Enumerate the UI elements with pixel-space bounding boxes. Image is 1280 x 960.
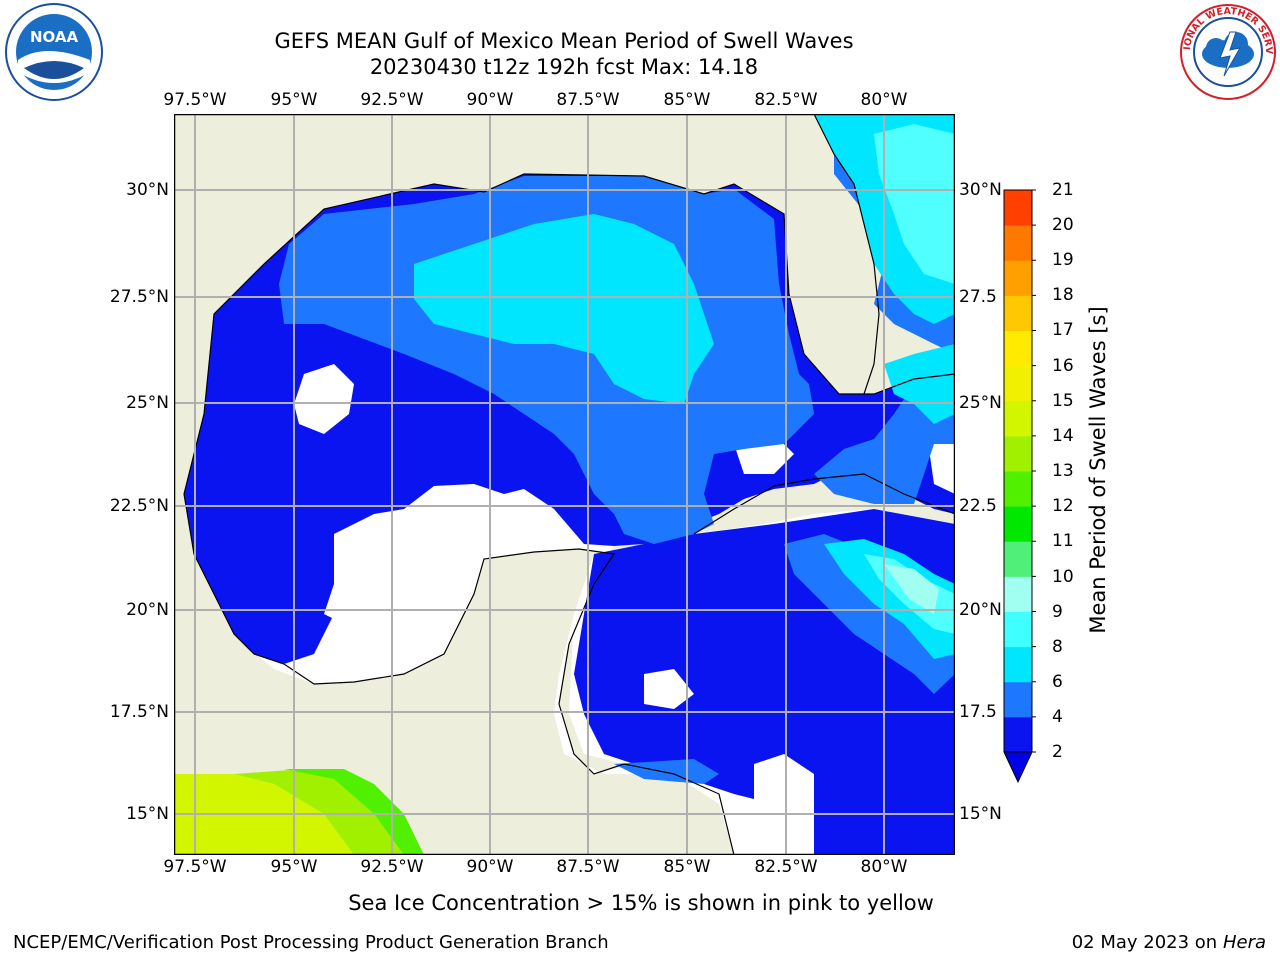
- colorbar-segment: [1004, 541, 1032, 577]
- coastline-peninsula: [813, 114, 880, 395]
- colorbar-tick: 16: [1052, 356, 1074, 376]
- lat-tick-right: 30°N: [959, 180, 1002, 200]
- colorbar-segment: [1004, 435, 1032, 472]
- lon-tick-top: 92.5°W: [360, 90, 424, 110]
- lon-tick-bottom: 82.5°W: [754, 857, 818, 877]
- colorbar-segment: [1004, 400, 1032, 437]
- map-frame: [174, 114, 955, 855]
- coastline-gulf: [183, 493, 735, 855]
- colorbar-tick: 21: [1052, 180, 1074, 200]
- nws-logo: NATIONAL WEATHER SERVICE: [1178, 2, 1276, 100]
- colorbar-segment: [1004, 646, 1032, 683]
- lon-tick-top: 82.5°W: [754, 90, 818, 110]
- lon-tick-top: 80°W: [860, 90, 908, 110]
- colorbar-segment: [1004, 330, 1032, 367]
- lat-tick-right: 22.5: [959, 496, 997, 516]
- colorbar-segment: [1004, 225, 1032, 261]
- colorbar-tick: 4: [1052, 707, 1063, 727]
- colorbar-tick: 9: [1052, 602, 1063, 622]
- colorbar-tick: 14: [1052, 426, 1074, 446]
- map-plot: [174, 114, 955, 855]
- colorbar-tick: 13: [1052, 461, 1074, 481]
- colorbar-tick: 11: [1052, 531, 1074, 551]
- lon-tick-bottom: 87.5°W: [556, 857, 620, 877]
- colorbar-extend-arrow: [1003, 751, 1033, 784]
- noaa-logo-text: NOAA: [30, 28, 79, 46]
- lon-tick-bottom: 97.5°W: [163, 857, 227, 877]
- colorbar-tick: 15: [1052, 391, 1074, 411]
- colorbar-tick: 19: [1052, 250, 1074, 270]
- lat-tick-left: 22.5°N: [109, 496, 169, 516]
- lon-tick-top: 95°W: [270, 90, 318, 110]
- lat-tick-left: 30°N: [126, 180, 169, 200]
- colorbar-tick: 10: [1052, 567, 1074, 587]
- lat-tick-left: 15°N: [126, 804, 169, 824]
- chart-title-line2: 20230430 t12z 192h fcst Max: 14.18: [369, 55, 759, 79]
- colorbar-tick: 18: [1052, 285, 1074, 305]
- sea-ice-note: Sea Ice Concentration > 15% is shown in …: [348, 891, 934, 915]
- lon-tick-bottom: 85°W: [663, 857, 711, 877]
- colorbar-segment: [1004, 611, 1032, 648]
- colorbar-segment: [1004, 295, 1032, 331]
- colorbar-segment: [1004, 365, 1032, 402]
- lon-tick-bottom: 80°W: [860, 857, 908, 877]
- lat-tick-left: 25°N: [126, 393, 169, 413]
- colorbar-tick: 6: [1052, 672, 1063, 692]
- colorbar-segment: [1004, 260, 1032, 296]
- lat-tick-right: 27.5: [959, 287, 997, 307]
- lat-tick-left: 20°N: [126, 600, 169, 620]
- colorbar-segment: [1004, 471, 1032, 507]
- colorbar-segment: [1004, 716, 1032, 753]
- lon-tick-bottom: 92.5°W: [360, 857, 424, 877]
- lon-tick-top: 90°W: [466, 90, 514, 110]
- lat-tick-left: 17.5°N: [109, 702, 169, 722]
- footer-date: 02 May 2023 on Hera: [1072, 932, 1266, 954]
- lat-tick-right: 15°N: [959, 804, 1002, 824]
- footer-org: NCEP/EMC/Verification Post Processing Pr…: [13, 932, 609, 953]
- footer-machine: Hera: [1222, 932, 1266, 953]
- lon-tick-bottom: 90°W: [466, 857, 514, 877]
- colorbar-label: Mean Period of Swell Waves [s]: [1086, 306, 1110, 634]
- noaa-logo: NOAA: [5, 3, 103, 101]
- lon-tick-bottom: 95°W: [270, 857, 318, 877]
- colorbar-tick: 12: [1052, 496, 1074, 516]
- coastline-north: [183, 173, 955, 495]
- lat-tick-left: 27.5°N: [109, 287, 169, 307]
- graticule: [174, 114, 955, 855]
- swell-band-8-9: [874, 124, 955, 284]
- lon-tick-top: 87.5°W: [556, 90, 620, 110]
- colorbar-segment: [1004, 506, 1032, 542]
- lon-tick-top: 97.5°W: [163, 90, 227, 110]
- colorbar-segment: [1004, 681, 1032, 718]
- colorbar-segment: [1004, 576, 1032, 612]
- colorbar-tick: 20: [1052, 215, 1074, 235]
- colorbar-tick: 8: [1052, 637, 1063, 657]
- chart-title-line1: GEFS MEAN Gulf of Mexico Mean Period of …: [274, 29, 854, 53]
- colorbar-segment: [1004, 190, 1032, 226]
- lat-tick-right: 20°N: [959, 600, 1002, 620]
- coastline-cuba: [693, 473, 955, 535]
- lat-tick-right: 25°N: [959, 393, 1002, 413]
- colorbar: [1003, 189, 1036, 784]
- lat-tick-right: 17.5: [959, 702, 997, 722]
- colorbar-tick: 17: [1052, 320, 1074, 340]
- lon-tick-top: 85°W: [663, 90, 711, 110]
- footer-date-text: 02 May 2023 on: [1071, 932, 1218, 953]
- colorbar-tick: 2: [1052, 742, 1063, 762]
